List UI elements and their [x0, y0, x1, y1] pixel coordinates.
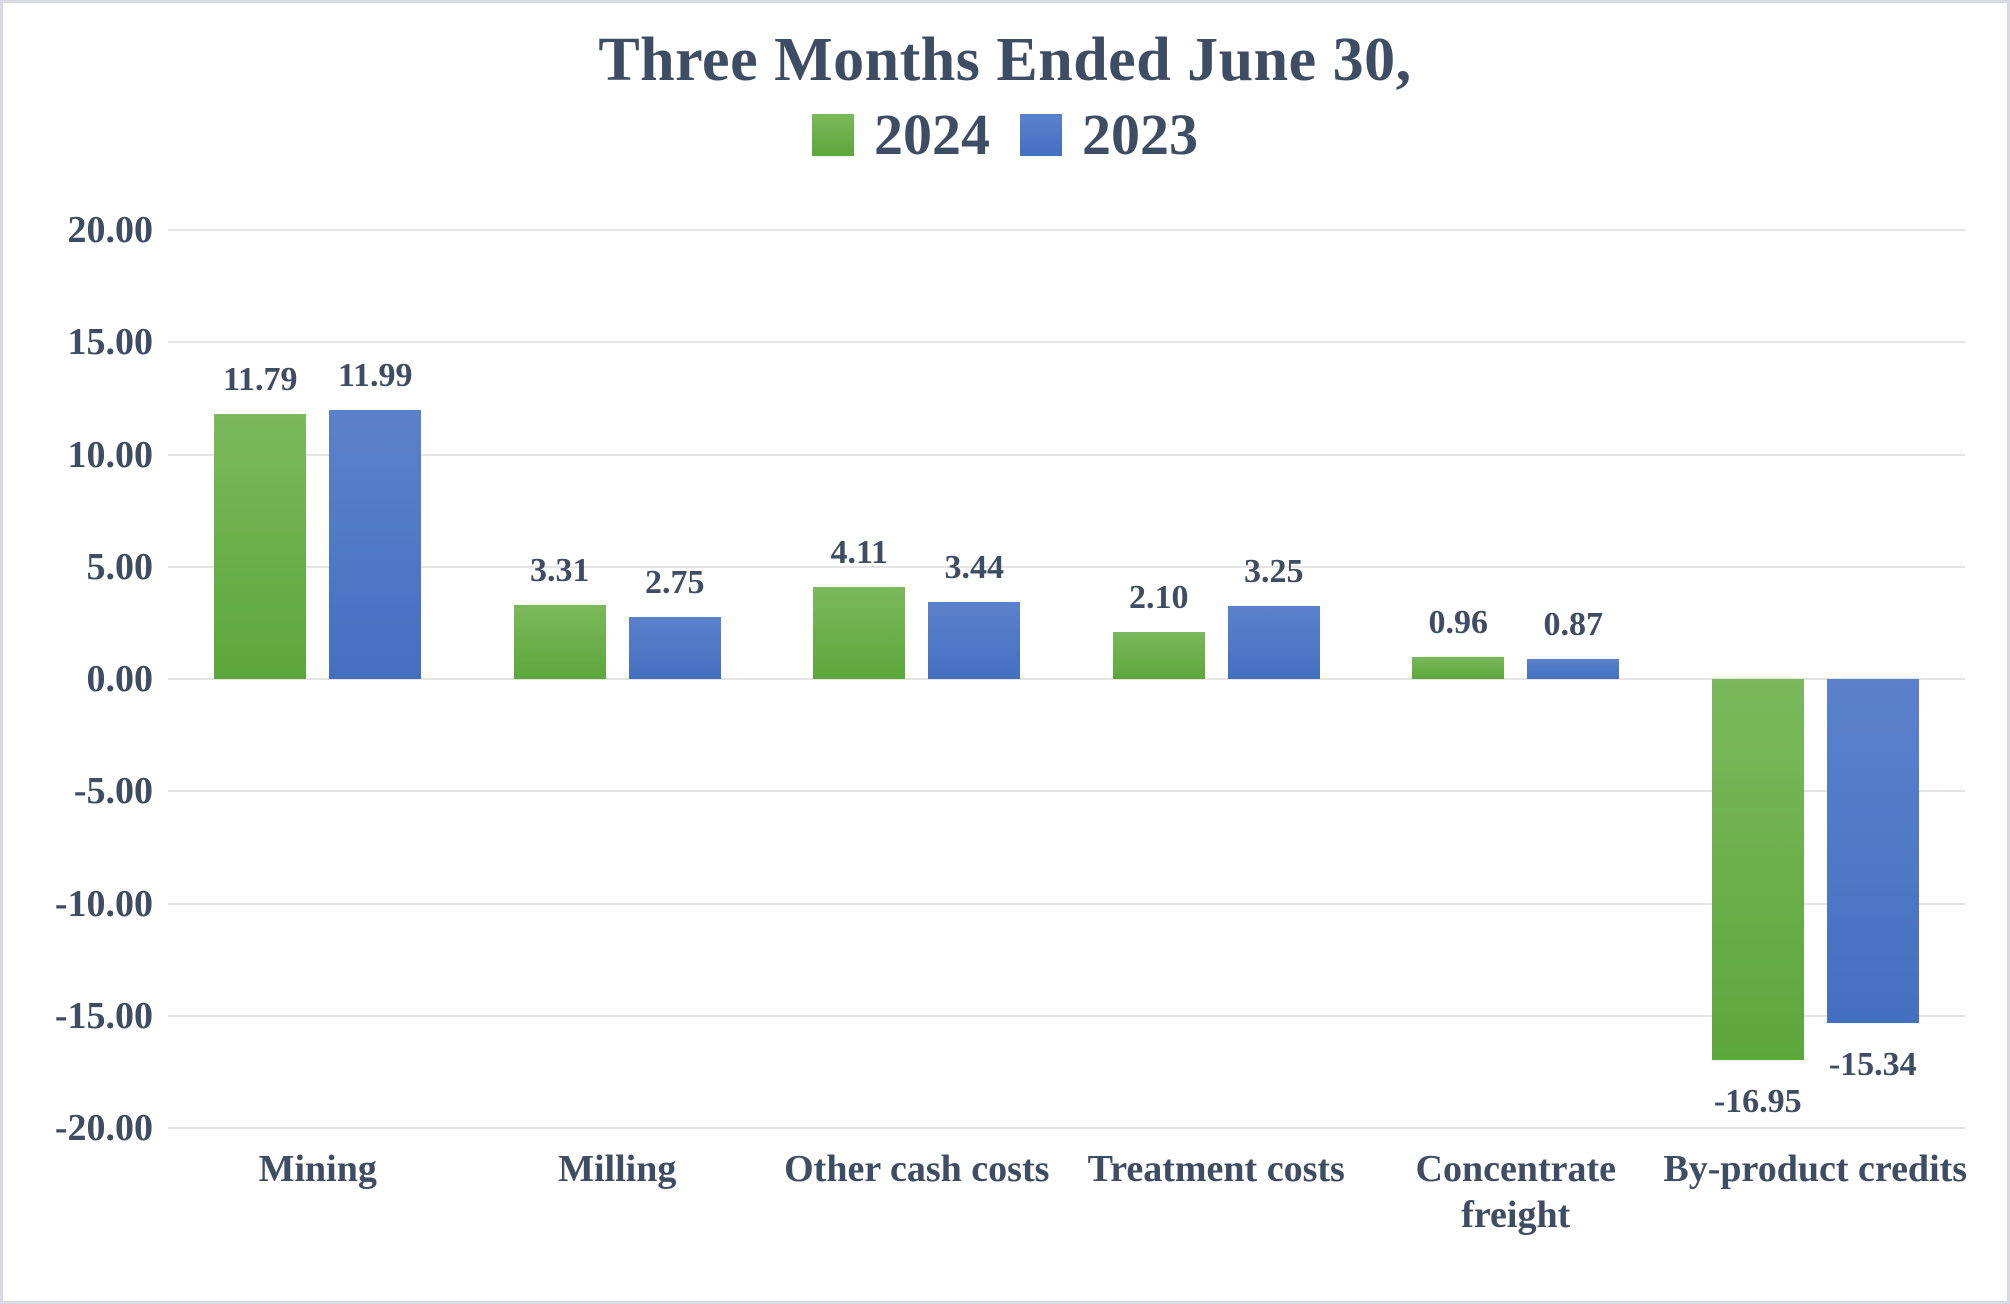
gridline-0.00 [168, 678, 1965, 680]
category-label-0: Mining [258, 1148, 377, 1190]
y-axis-tick-label: 10.00 [67, 433, 154, 476]
bar-2024-5 [1711, 679, 1804, 1060]
bar-2024-3 [1112, 631, 1205, 679]
legend-item-2023: 2023 [1020, 105, 1198, 165]
data-label-2024-3: 2.10 [1129, 578, 1189, 616]
data-label-2023-5: -15.34 [1828, 1046, 1917, 1084]
legend-item-2024: 2024 [812, 105, 990, 165]
chart-title: Three Months Ended June 30, [598, 26, 1412, 94]
y-axis-tick-label: -15.00 [54, 994, 153, 1037]
bar-2024-2 [813, 586, 906, 679]
bar-2024-1 [513, 604, 606, 679]
bar-2023-4 [1527, 659, 1620, 679]
category-label-4: Concentrate freight [1415, 1148, 1616, 1236]
legend-swatch-2023-icon [1020, 114, 1062, 156]
y-axis-tick-label: -20.00 [54, 1107, 153, 1149]
y-axis-tick-label: -10.00 [54, 882, 153, 925]
data-label-2023-2: 3.44 [944, 548, 1005, 586]
gridline--10.00 [168, 902, 1965, 905]
category-label-2: Other cash costs [784, 1148, 1050, 1190]
category-label-3: Treatment costs [1087, 1148, 1345, 1190]
y-axis-tick-label: 5.00 [86, 545, 154, 588]
gridline-20.00 [168, 229, 1965, 231]
data-label-2023-1: 2.75 [645, 564, 705, 602]
data-label-2024-2: 4.11 [830, 533, 889, 571]
legend-swatch-2024-icon [812, 114, 854, 156]
data-label-2024-5: -16.95 [1713, 1082, 1802, 1120]
gridline-10.00 [168, 453, 1965, 456]
data-label-2024-0: 11.79 [222, 361, 298, 399]
data-label-2024-1: 3.31 [530, 551, 590, 589]
bar-2023-1 [628, 617, 721, 679]
y-axis-tick-label: 15.00 [67, 321, 154, 364]
legend-label-2023: 2023 [1082, 102, 1198, 167]
bar-2023-5 [1826, 679, 1919, 1024]
gridline--20.00 [168, 1127, 1965, 1129]
data-label-2023-0: 11.99 [337, 356, 413, 394]
gridline--15.00 [168, 1014, 1965, 1017]
bar-2024-0 [214, 414, 307, 679]
chart-legend: 2024 2023 [3, 105, 2007, 165]
bar-2023-0 [329, 409, 422, 679]
y-axis-tick-label: -5.00 [73, 770, 153, 813]
gridline--5.00 [168, 790, 1965, 793]
data-label-2024-4: 0.96 [1428, 604, 1489, 642]
y-axis-tick-label: 20.00 [67, 209, 154, 251]
legend-label-2024: 2024 [874, 102, 990, 167]
bar-2023-2 [928, 601, 1021, 679]
bar-2023-3 [1227, 606, 1320, 679]
category-label-5: By-product credits [1663, 1148, 1968, 1190]
gridline-5.00 [168, 565, 1965, 568]
data-label-2023-3: 3.25 [1244, 553, 1304, 591]
data-label-2023-4: 0.87 [1543, 606, 1604, 644]
plot-area: 20.00 15.00 10.00 5.00 0.00 -5.00 -10.00 -15.00… [3, 3, 2007, 1301]
gridline-15.00 [168, 341, 1965, 344]
category-label-1: Milling [558, 1148, 677, 1190]
bar-2024-4 [1412, 657, 1505, 679]
y-axis-tick-label: 0.00 [86, 658, 154, 700]
